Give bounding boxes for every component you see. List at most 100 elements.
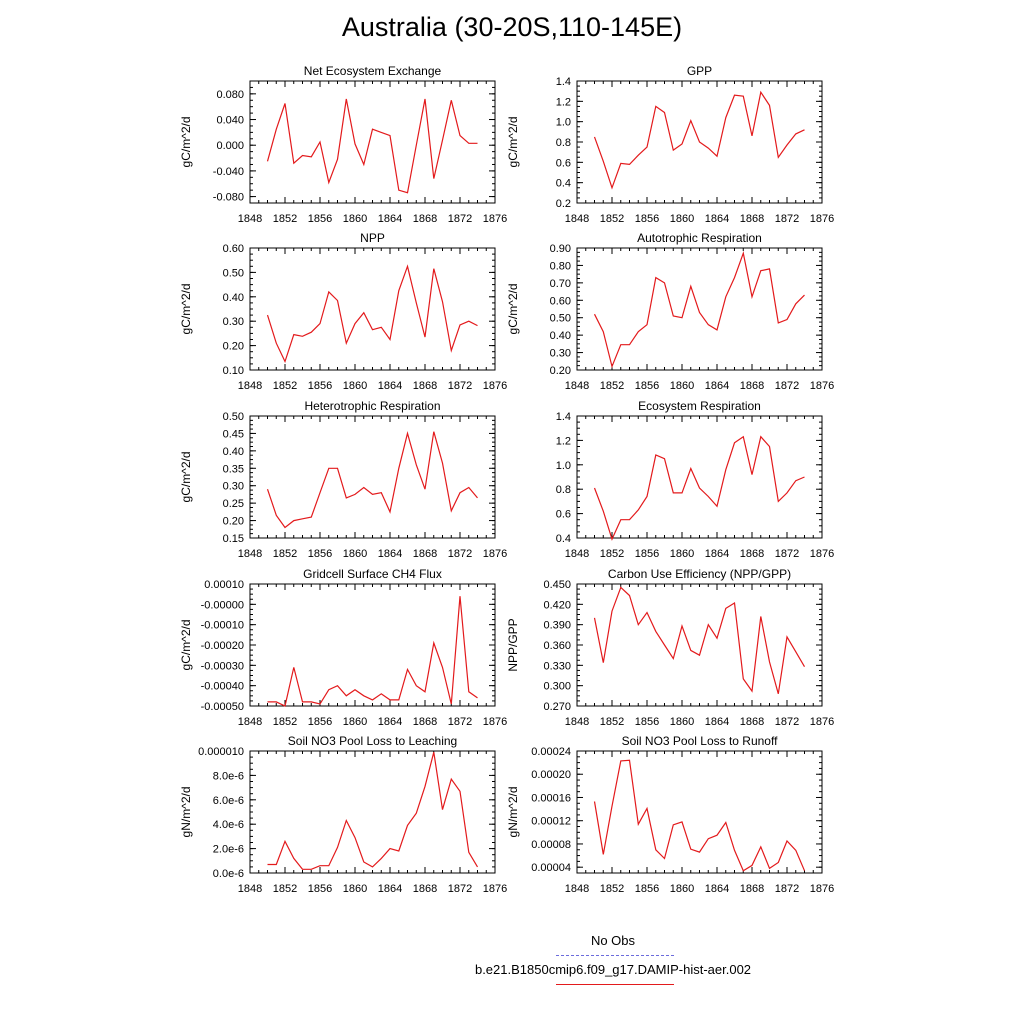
panel-6-ylabel: gC/m^2/d: [179, 620, 193, 671]
panel-7-ytick-label: 0.270: [543, 701, 571, 713]
panel-8-xtick-label: 1856: [308, 883, 332, 895]
panel-2-ylabel: gC/m^2/d: [179, 284, 193, 335]
panel-9-frame: [576, 750, 823, 874]
panel-9-series-line: [593, 759, 806, 872]
panel-9-ytick-label: 0.00024: [531, 746, 571, 758]
panel-0-xtick-label: 1860: [343, 213, 367, 225]
panel-9-xtick-label: 1864: [705, 883, 729, 895]
panel-3-ytick-label: 0.90: [550, 243, 571, 255]
panel-0-ytick-label: 0.000: [216, 140, 244, 152]
panel-2-ytick-label: 0.40: [223, 292, 244, 304]
panel-7-ylabel: NPP/GPP: [506, 618, 520, 671]
panel-2-frame: [249, 247, 496, 371]
panel-9-ytick-label: 0.00008: [531, 839, 571, 851]
panel-1-xtick-label: 1852: [600, 213, 624, 225]
panel-8-xtick-label: 1872: [448, 883, 472, 895]
panel-2-series-line: [266, 264, 478, 364]
panel-8-title: Soil NO3 Pool Loss to Leaching: [288, 734, 457, 748]
panel-6-ytick-label: -0.00010: [201, 620, 244, 632]
panel-8-xtick-label: 1868: [413, 883, 437, 895]
panel-4-ytick-label: 0.35: [223, 463, 244, 475]
panel-0-ylabel: gC/m^2/d: [179, 117, 193, 168]
panel-3-xtick-label: 1852: [600, 380, 624, 392]
panel-0-xtick-label: 1872: [448, 213, 472, 225]
panel-1-xtick-label: 1848: [565, 213, 589, 225]
legend-label-model: b.e21.B1850cmip6.f09_g17.DAMIP-hist-aer.…: [474, 962, 752, 977]
panel-2-ytick-label: 0.30: [223, 316, 244, 328]
panel-0-xtick-label: 1848: [238, 213, 262, 225]
panel-4-ytick-label: 0.50: [223, 411, 244, 423]
panel-0-series-line: [266, 98, 478, 194]
panel-2-ytick-label: 0.10: [223, 365, 244, 377]
panel-2-xtick-label: 1852: [273, 380, 297, 392]
panel-7-ytick-label: 0.330: [543, 660, 571, 672]
panel-2-xtick-label: 1868: [413, 380, 437, 392]
panel-6-xtick-label: 1864: [378, 716, 402, 728]
panel-3-ytick-label: 0.60: [550, 295, 571, 307]
panel-7-ytick-label: 0.450: [543, 579, 571, 591]
panel-4-ylabel: gC/m^2/d: [179, 452, 193, 503]
panel-5-title: Ecosystem Respiration: [638, 399, 761, 413]
panel-6-ytick-label: -0.00000: [201, 599, 244, 611]
panel-3-frame: [576, 247, 823, 371]
panel-0-title: Net Ecosystem Exchange: [304, 64, 442, 78]
panel-1-ytick-label: 0.2: [556, 198, 571, 210]
panel-7-ytick-label: 0.420: [543, 599, 571, 611]
panel-3-xtick-label: 1868: [740, 380, 764, 392]
panel-6-xtick-label: 1852: [273, 716, 297, 728]
panel-1-ytick-label: 0.6: [556, 157, 571, 169]
panel-4-xtick-label: 1852: [273, 548, 297, 560]
panel-7-title: Carbon Use Efficiency (NPP/GPP): [608, 567, 791, 581]
panel-9-ytick-label: 0.00016: [531, 792, 571, 804]
panel-7-series-line: [593, 586, 806, 694]
panel-7-xtick-label: 1856: [635, 716, 659, 728]
panel-6-ytick-label: -0.00020: [201, 640, 244, 652]
panel-3-ytick-label: 0.40: [550, 330, 571, 342]
panel-7-xtick-label: 1872: [775, 716, 799, 728]
panel-8-xtick-label: 1852: [273, 883, 297, 895]
panel-8-ytick-label: 8.0e-6: [213, 770, 244, 782]
panel-0-xtick-label: 1856: [308, 213, 332, 225]
panel-5-xtick-label: 1864: [705, 548, 729, 560]
panel-1-xtick-label: 1876: [810, 213, 834, 225]
panel-4-ytick-label: 0.15: [223, 533, 244, 545]
panel-6-xtick-label: 1856: [308, 716, 332, 728]
panel-4-xtick-label: 1864: [378, 548, 402, 560]
panel-3-ytick-label: 0.50: [550, 313, 571, 325]
panel-8-ytick-label: 0.0e-6: [213, 868, 244, 880]
panel-7-xtick-label: 1864: [705, 716, 729, 728]
panel-3-xtick-label: 1876: [810, 380, 834, 392]
panel-1-xtick-label: 1856: [635, 213, 659, 225]
panel-5-frame: [576, 415, 823, 539]
panel-3-xtick-label: 1848: [565, 380, 589, 392]
panel-5-ytick-label: 1.2: [556, 435, 571, 447]
panel-4-xtick-label: 1876: [483, 548, 507, 560]
panel-5-xtick-label: 1848: [565, 548, 589, 560]
panel-6-title: Gridcell Surface CH4 Flux: [303, 567, 442, 581]
panel-8-ytick-label: 0.000010: [198, 746, 244, 758]
panel-2-xtick-label: 1872: [448, 380, 472, 392]
panel-1-xtick-label: 1868: [740, 213, 764, 225]
panel-9-ytick-label: 0.00020: [531, 769, 571, 781]
panel-6-ytick-label: -0.00050: [201, 701, 244, 713]
panel-6-xtick-label: 1872: [448, 716, 472, 728]
panel-0-xtick-label: 1864: [378, 213, 402, 225]
panel-4-ytick-label: 0.40: [223, 446, 244, 458]
panel-9-ytick-label: 0.00004: [531, 862, 571, 874]
panel-1-ytick-label: 0.8: [556, 137, 571, 149]
panel-6-ytick-label: -0.00030: [201, 660, 244, 672]
panel-1-xtick-label: 1872: [775, 213, 799, 225]
panel-1-ytick-label: 0.4: [556, 178, 571, 190]
panel-5-ytick-label: 0.4: [556, 533, 571, 545]
panel-4-ytick-label: 0.20: [223, 516, 244, 528]
panel-9-xtick-label: 1860: [670, 883, 694, 895]
panel-6-xtick-label: 1848: [238, 716, 262, 728]
panel-2-ytick-label: 0.60: [223, 243, 244, 255]
legend-line-obs: [556, 955, 674, 956]
panel-5-series-line: [593, 435, 805, 541]
panel-6-ytick-label: -0.00040: [201, 681, 244, 693]
panel-5-ytick-label: 0.6: [556, 509, 571, 521]
panel-4-xtick-label: 1868: [413, 548, 437, 560]
panel-8-xtick-label: 1876: [483, 883, 507, 895]
